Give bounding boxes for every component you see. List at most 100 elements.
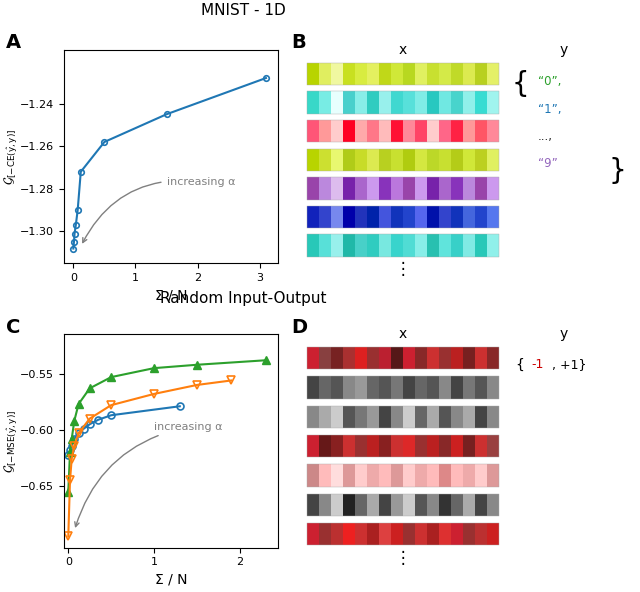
Text: C: C bbox=[6, 318, 20, 337]
Bar bbox=[487, 149, 499, 171]
Bar bbox=[403, 435, 415, 458]
Text: ⋮: ⋮ bbox=[395, 549, 412, 567]
Bar bbox=[428, 120, 439, 143]
Bar bbox=[391, 347, 403, 369]
Bar bbox=[307, 91, 499, 114]
Bar bbox=[475, 91, 487, 114]
Bar bbox=[319, 120, 332, 143]
Bar bbox=[475, 494, 487, 516]
Bar bbox=[415, 149, 428, 171]
Bar bbox=[463, 494, 475, 516]
Bar bbox=[367, 177, 379, 200]
Bar bbox=[319, 494, 332, 516]
Bar bbox=[451, 464, 463, 487]
Bar bbox=[307, 120, 319, 143]
Bar bbox=[332, 377, 343, 399]
Bar bbox=[379, 234, 391, 257]
Bar bbox=[332, 63, 343, 85]
Bar bbox=[355, 149, 367, 171]
Bar bbox=[319, 347, 332, 369]
Bar bbox=[307, 177, 319, 200]
Text: -1: -1 bbox=[531, 358, 543, 371]
Bar bbox=[332, 406, 343, 428]
Bar bbox=[355, 234, 367, 257]
Bar bbox=[319, 177, 332, 200]
Bar bbox=[307, 377, 319, 399]
Bar bbox=[451, 377, 463, 399]
Bar bbox=[379, 149, 391, 171]
Bar bbox=[439, 149, 451, 171]
Bar bbox=[391, 523, 403, 545]
Bar bbox=[367, 206, 379, 228]
Bar bbox=[355, 206, 367, 228]
Bar bbox=[439, 377, 451, 399]
Bar bbox=[451, 177, 463, 200]
Bar bbox=[391, 91, 403, 114]
Bar bbox=[332, 523, 343, 545]
Bar bbox=[439, 494, 451, 516]
Bar bbox=[391, 464, 403, 487]
Bar bbox=[343, 63, 355, 85]
Text: D: D bbox=[291, 318, 307, 337]
Bar bbox=[307, 464, 319, 487]
Bar bbox=[319, 149, 332, 171]
Bar bbox=[475, 435, 487, 458]
Bar bbox=[475, 234, 487, 257]
Bar bbox=[428, 149, 439, 171]
Bar bbox=[355, 63, 367, 85]
Bar bbox=[451, 120, 463, 143]
Bar bbox=[319, 377, 332, 399]
Bar bbox=[439, 523, 451, 545]
Bar bbox=[367, 377, 379, 399]
Bar bbox=[319, 406, 332, 428]
Bar bbox=[391, 63, 403, 85]
Bar bbox=[415, 523, 428, 545]
Bar bbox=[343, 149, 355, 171]
Bar bbox=[403, 347, 415, 369]
Bar bbox=[403, 494, 415, 516]
Bar bbox=[487, 435, 499, 458]
Bar bbox=[379, 347, 391, 369]
Bar bbox=[332, 234, 343, 257]
Bar bbox=[439, 177, 451, 200]
Bar bbox=[487, 234, 499, 257]
Bar bbox=[487, 523, 499, 545]
Bar bbox=[307, 435, 499, 458]
Bar bbox=[343, 120, 355, 143]
Bar bbox=[307, 234, 319, 257]
Text: x: x bbox=[399, 327, 407, 341]
Bar bbox=[403, 177, 415, 200]
Bar bbox=[332, 347, 343, 369]
Bar bbox=[343, 91, 355, 114]
Bar bbox=[307, 464, 499, 487]
Bar bbox=[343, 494, 355, 516]
Bar bbox=[439, 435, 451, 458]
Bar bbox=[403, 91, 415, 114]
Bar bbox=[319, 523, 332, 545]
Text: A: A bbox=[6, 33, 22, 52]
Text: ⋮: ⋮ bbox=[395, 260, 412, 278]
Text: MNIST - 1D: MNIST - 1D bbox=[201, 3, 285, 18]
Bar bbox=[475, 406, 487, 428]
Y-axis label: $\mathcal{G}_{\mathsf{[-MSE(\hat{y},y)]}}$: $\mathcal{G}_{\mathsf{[-MSE(\hat{y},y)]}… bbox=[2, 410, 19, 472]
Text: “0”,: “0”, bbox=[538, 75, 561, 88]
Bar bbox=[451, 149, 463, 171]
Bar bbox=[307, 377, 499, 399]
Bar bbox=[379, 63, 391, 85]
Bar bbox=[319, 435, 332, 458]
Bar bbox=[355, 347, 367, 369]
Bar bbox=[307, 347, 499, 369]
Bar bbox=[487, 177, 499, 200]
Bar bbox=[487, 406, 499, 428]
Bar bbox=[463, 91, 475, 114]
Bar bbox=[319, 464, 332, 487]
Bar bbox=[307, 234, 499, 257]
Bar bbox=[343, 377, 355, 399]
Bar bbox=[428, 63, 439, 85]
Bar bbox=[391, 149, 403, 171]
Bar bbox=[428, 377, 439, 399]
X-axis label: Σ / N: Σ / N bbox=[155, 289, 188, 303]
Bar bbox=[439, 464, 451, 487]
Bar bbox=[307, 149, 499, 171]
Text: Random Input-Output: Random Input-Output bbox=[160, 291, 326, 306]
